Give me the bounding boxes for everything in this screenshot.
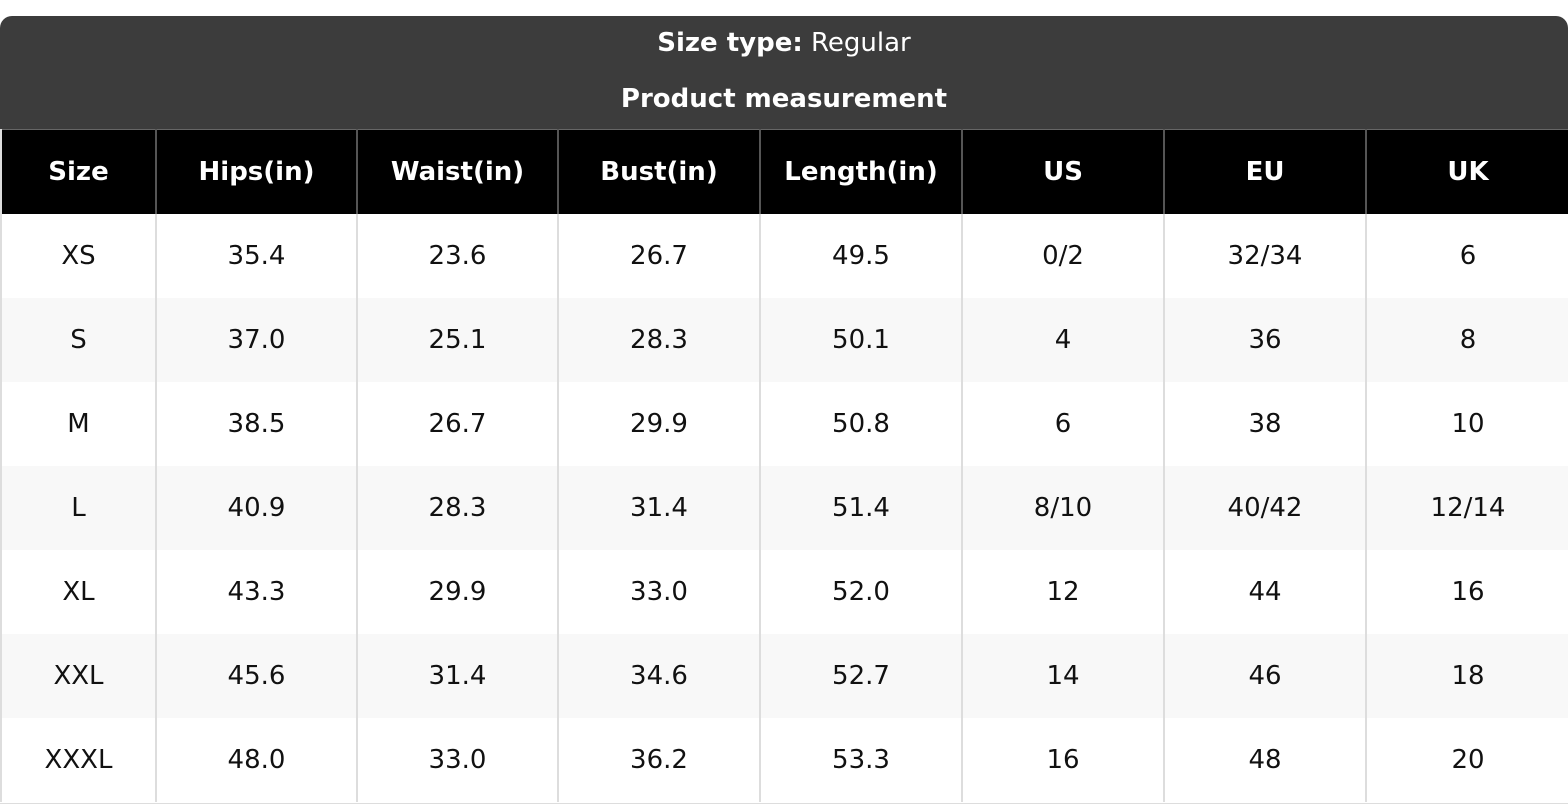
table-cell: 50.1 bbox=[759, 297, 962, 382]
size-type-label: Size type: bbox=[657, 28, 803, 58]
table-cell: 6 bbox=[1365, 213, 1568, 298]
table-row: XL 43.3 29.9 33.0 52.0 12 44 16 bbox=[0, 549, 1568, 634]
table-cell: 26.7 bbox=[356, 381, 558, 466]
table-cell: 51.4 bbox=[759, 465, 962, 550]
table-cell: 25.1 bbox=[356, 297, 558, 382]
table-cell: XXXL bbox=[0, 717, 156, 802]
table-head: Size Hips(in) Waist(in) Bust(in) Length(in) U… bbox=[0, 129, 1568, 214]
table-cell: 4 bbox=[961, 297, 1164, 382]
table-cell: 16 bbox=[961, 717, 1164, 802]
table-cell: 29.9 bbox=[356, 549, 558, 634]
table-row: L 40.9 28.3 31.4 51.4 8/10 40/42 12/14 bbox=[0, 465, 1568, 550]
table-cell: 8 bbox=[1365, 297, 1568, 382]
table-cell: 52.0 bbox=[759, 549, 962, 634]
size-table: Size Hips(in) Waist(in) Bust(in) Length(in) U… bbox=[0, 129, 1568, 802]
table-cell: 14 bbox=[961, 633, 1164, 718]
table-cell: 48.0 bbox=[155, 717, 357, 802]
table-cell: 6 bbox=[961, 381, 1164, 466]
size-type-value: Regular bbox=[811, 28, 911, 58]
table-cell: XXL bbox=[0, 633, 156, 718]
table-cell: 18 bbox=[1365, 633, 1568, 718]
table-row: M 38.5 26.7 29.9 50.8 6 38 10 bbox=[0, 381, 1568, 466]
column-header: US bbox=[961, 129, 1164, 214]
table-body: XS 35.4 23.6 26.7 49.5 0/2 32/34 6 S 37.0 25.1 28.3… bbox=[0, 213, 1568, 802]
table-cell: 33.0 bbox=[557, 549, 760, 634]
table-cell: XL bbox=[0, 549, 156, 634]
table-cell: 33.0 bbox=[356, 717, 558, 802]
table-cell: 40/42 bbox=[1163, 465, 1366, 550]
table-cell: 36 bbox=[1163, 297, 1366, 382]
table-cell: 46 bbox=[1163, 633, 1366, 718]
table-row: XS 35.4 23.6 26.7 49.5 0/2 32/34 6 bbox=[0, 213, 1568, 298]
table-cell: 26.7 bbox=[557, 213, 760, 298]
subtitle: Product measurement bbox=[620, 84, 948, 114]
table-cell: 43.3 bbox=[155, 549, 357, 634]
table-cell: 37.0 bbox=[155, 297, 357, 382]
table-cell: 29.9 bbox=[557, 381, 760, 466]
table-cell: 49.5 bbox=[759, 213, 962, 298]
table-cell: 38.5 bbox=[155, 381, 357, 466]
table-row: XXL 45.6 31.4 34.6 52.7 14 46 18 bbox=[0, 633, 1568, 718]
table-cell: 12 bbox=[961, 549, 1164, 634]
column-header: Size bbox=[0, 129, 156, 214]
table-cell: 10 bbox=[1365, 381, 1568, 466]
table-cell: 20 bbox=[1365, 717, 1568, 802]
table-cell: 45.6 bbox=[155, 633, 357, 718]
column-header: EU bbox=[1163, 129, 1366, 214]
table-cell: M bbox=[0, 381, 156, 466]
table-cell: 36.2 bbox=[557, 717, 760, 802]
table-cell: 34.6 bbox=[557, 633, 760, 718]
table-cell: 31.4 bbox=[557, 465, 760, 550]
size-chart: Size type: Regular Product measurement S… bbox=[0, 16, 1568, 804]
table-cell: 0/2 bbox=[961, 213, 1164, 298]
table-cell: 32/34 bbox=[1163, 213, 1366, 298]
table-cell: 44 bbox=[1163, 549, 1366, 634]
table-cell: S bbox=[0, 297, 156, 382]
table-cell: 50.8 bbox=[759, 381, 962, 466]
table-cell: 31.4 bbox=[356, 633, 558, 718]
header-row: Size Hips(in) Waist(in) Bust(in) Length(in) U… bbox=[0, 129, 1568, 214]
table-cell: 12/14 bbox=[1365, 465, 1568, 550]
size-type: Size type: Regular bbox=[0, 24, 1568, 62]
chart-header: Size type: Regular Product measurement bbox=[0, 16, 1568, 129]
table-cell: 28.3 bbox=[557, 297, 760, 382]
table-row: S 37.0 25.1 28.3 50.1 4 36 8 bbox=[0, 297, 1568, 382]
column-header: Hips(in) bbox=[155, 129, 357, 214]
table-cell: L bbox=[0, 465, 156, 550]
column-header: UK bbox=[1365, 129, 1568, 214]
column-header: Waist(in) bbox=[356, 129, 558, 214]
table-cell: 52.7 bbox=[759, 633, 962, 718]
table-cell: 38 bbox=[1163, 381, 1366, 466]
table-cell: 8/10 bbox=[961, 465, 1164, 550]
table-cell: 48 bbox=[1163, 717, 1366, 802]
column-header: Bust(in) bbox=[557, 129, 760, 214]
table-cell: XS bbox=[0, 213, 156, 298]
column-header: Length(in) bbox=[759, 129, 962, 214]
table-cell: 53.3 bbox=[759, 717, 962, 802]
table-cell: 40.9 bbox=[155, 465, 357, 550]
table-cell: 23.6 bbox=[356, 213, 558, 298]
table-cell: 35.4 bbox=[155, 213, 357, 298]
table-cell: 16 bbox=[1365, 549, 1568, 634]
table-row: XXXL 48.0 33.0 36.2 53.3 16 48 20 bbox=[0, 717, 1568, 802]
table-cell: 28.3 bbox=[356, 465, 558, 550]
